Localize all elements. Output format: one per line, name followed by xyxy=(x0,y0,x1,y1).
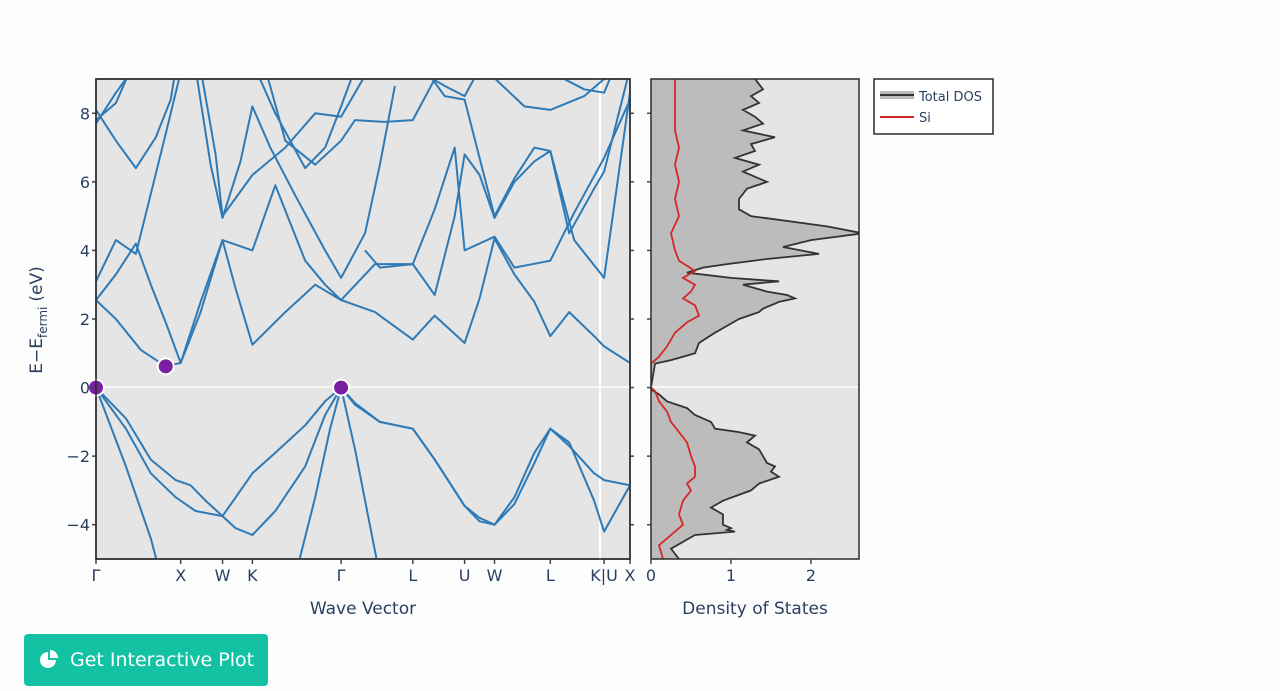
band-plot-area xyxy=(95,78,631,560)
cbm-marker-2 xyxy=(156,357,175,376)
band-line-6 xyxy=(96,99,630,364)
legend-label-total-dos: Total DOS xyxy=(918,90,982,105)
band-line-15 xyxy=(364,92,630,296)
band-line-17 xyxy=(430,79,476,98)
band-line-1 xyxy=(96,386,630,536)
si-dos-line xyxy=(651,79,701,559)
band-line-14 xyxy=(267,79,436,166)
total-dos-fill xyxy=(651,79,859,559)
y-axis-title: E−Efermi(eV) xyxy=(27,266,50,373)
x-tick-label: X xyxy=(625,566,636,585)
x-tick-label: X xyxy=(175,566,186,585)
x-tick-label: W xyxy=(487,566,503,585)
y-tick-label: −2 xyxy=(66,447,90,466)
x-tick-label: Γ xyxy=(92,566,101,585)
band-line-13 xyxy=(258,79,353,170)
get-interactive-plot-button[interactable]: Get Interactive Plot xyxy=(24,634,268,686)
dos-plot-frame xyxy=(650,78,860,560)
band-line-16 xyxy=(431,79,629,235)
dos-x-ticks: 0 1 2 xyxy=(646,559,816,585)
x-tick-label: U xyxy=(459,566,471,585)
vbm-marker-3 xyxy=(332,378,351,397)
band-line-19 xyxy=(562,79,611,94)
y-tick-label: −4 xyxy=(66,516,90,535)
y-tick-label: 2 xyxy=(80,310,90,329)
get-interactive-plot-label: Get Interactive Plot xyxy=(70,649,255,671)
band-line-3 xyxy=(96,387,158,559)
x-tick-label: K xyxy=(247,566,258,585)
band-line-9 xyxy=(96,79,176,170)
dos-x-tick-label: 1 xyxy=(726,566,736,585)
dos-x-tick-label: 2 xyxy=(806,566,816,585)
dos-x-axis-title: Density of States xyxy=(682,599,828,619)
dos-lines xyxy=(651,79,859,559)
y-tick-label: 0 xyxy=(80,379,90,398)
band-lines xyxy=(96,79,630,559)
x-tick-label: L xyxy=(546,566,555,585)
x-tick-label: W xyxy=(215,566,231,585)
pie-chart-icon xyxy=(40,650,58,668)
x-tick-label: K|U xyxy=(590,566,618,585)
legend-label-si: Si xyxy=(919,111,931,126)
x-tick-label: Γ xyxy=(337,566,346,585)
legend: Total DOS Si xyxy=(873,78,994,135)
band-line-10 xyxy=(96,79,128,121)
dos-x-tick-label: 0 xyxy=(646,566,656,585)
band-line-7 xyxy=(96,79,181,282)
y-tick-label: 6 xyxy=(80,173,90,192)
band-line-18 xyxy=(493,79,608,111)
band-line-4 xyxy=(298,386,378,559)
x-tick-label: L xyxy=(408,566,417,585)
total-dos-line xyxy=(651,79,859,559)
band-line-11 xyxy=(196,79,396,279)
band-plot-frame xyxy=(95,78,631,560)
x-axis-title: Wave Vector xyxy=(310,599,416,619)
y-tick-label: 4 xyxy=(80,241,90,260)
band-line-2 xyxy=(96,386,630,533)
x-axis-ticks: Γ X W K Γ L U W L K|U X xyxy=(92,559,636,585)
y-tick-label: 8 xyxy=(80,104,90,123)
